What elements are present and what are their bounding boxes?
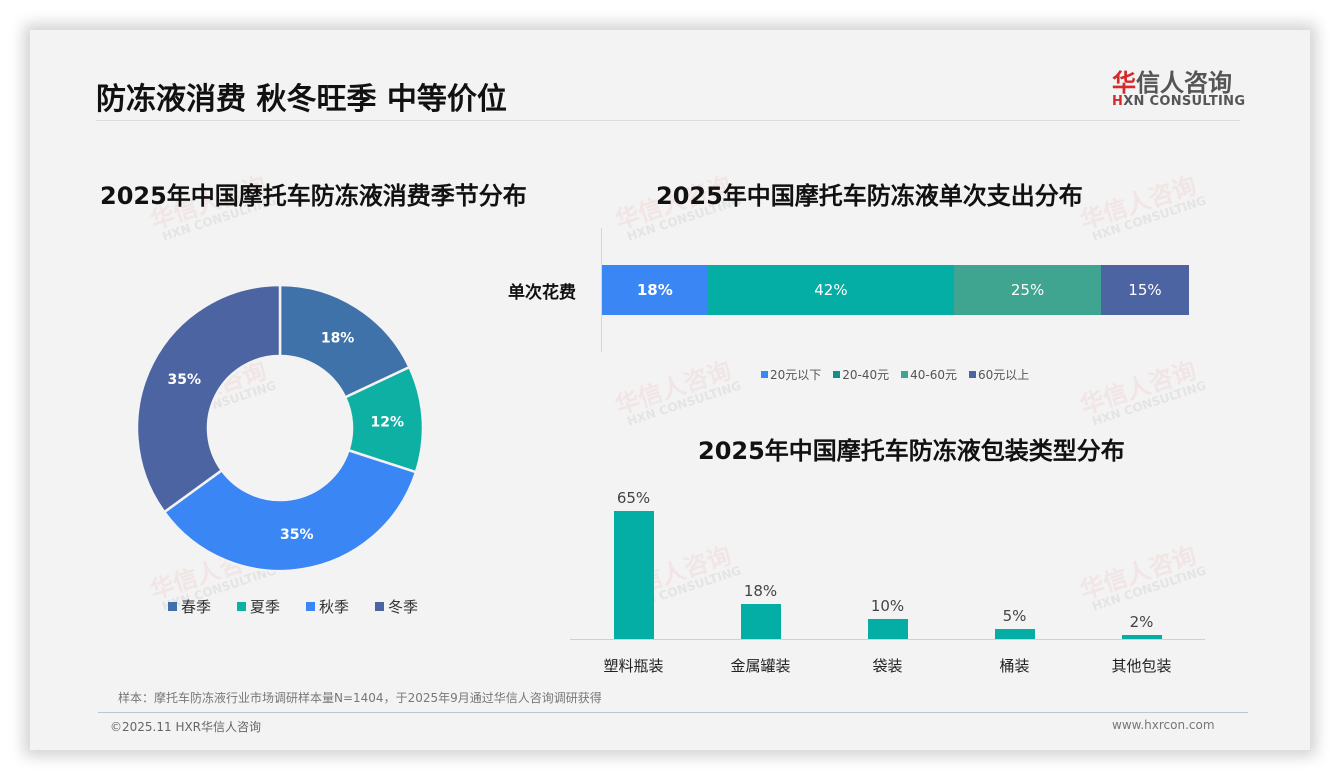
footer-divider	[98, 712, 1248, 713]
bar-column: 10%	[848, 597, 928, 639]
legend-item-over-60: 60元以上	[969, 366, 1029, 383]
legend-swatch	[306, 602, 316, 611]
legend-item-spring: 春季	[168, 596, 211, 617]
legend-item-autumn: 秋季	[306, 596, 349, 617]
slide: 华信人咨询 HXN CONSULTING 华信人咨询 HXN CONSULTING …	[30, 30, 1310, 750]
spend-category-label: 单次花费	[508, 283, 576, 303]
legend-item-20-40: 20-40元	[833, 366, 889, 383]
bar-value-label: 5%	[1002, 607, 1027, 626]
bar	[740, 603, 781, 639]
bar	[994, 629, 1035, 639]
bar	[867, 619, 908, 639]
bar-category-label: 金属罐装	[730, 657, 791, 675]
bar-column: 5%	[975, 607, 1055, 639]
bar-value-label: 18%	[743, 581, 778, 600]
legend-swatch	[901, 371, 909, 378]
legend-swatch	[833, 371, 841, 378]
legend-swatch	[168, 602, 177, 611]
bar-column: 18%	[721, 582, 801, 639]
season-chart-title: 2025年中国摩托车防冻液消费季节分布	[100, 182, 527, 210]
brand-logo: 华信人咨询	[1112, 69, 1232, 97]
y-axis-line	[601, 228, 602, 352]
bar	[613, 511, 654, 639]
donut-label: 18%	[321, 330, 355, 346]
legend-item-40-60: 40-60元	[901, 366, 957, 383]
x-axis-line	[570, 639, 1205, 640]
legend-item-summer: 夏季	[237, 596, 280, 617]
stack-segment-2: 25%	[954, 265, 1101, 315]
bar-value-label: 10%	[870, 597, 905, 616]
donut-label: 35%	[280, 527, 314, 543]
page-title: 防冻液消费 秋冬旺季 中等价位	[96, 82, 507, 117]
bar-value-label: 65%	[616, 489, 651, 507]
bar-category-label: 桶装	[999, 657, 1030, 675]
website-link[interactable]: www.hxrcon.com	[1112, 718, 1215, 732]
bar-category-label: 塑料瓶装	[603, 657, 664, 675]
legend-item-winter: 冬季	[375, 596, 418, 617]
packaging-bar-chart: 65% 18% 10% 5% 2%	[570, 480, 1205, 639]
stack-segment-3: 15%	[1100, 265, 1189, 315]
donut-label: 12%	[371, 414, 405, 430]
spend-chart-title: 2025年中国摩托车防冻液单次支出分布	[656, 182, 1083, 210]
packaging-chart-title: 2025年中国摩托车防冻液包装类型分布	[698, 437, 1125, 465]
legend-swatch	[375, 602, 385, 611]
bar-column: 65%	[594, 489, 674, 639]
spend-legend: 20元以下 20-40元 40-60元 60元以上	[761, 366, 1041, 383]
title-divider	[96, 120, 1240, 121]
sample-footnote: 样本：摩托车防冻液行业市场调研样本量N=1404，于2025年9月通过华信人咨询…	[118, 691, 602, 705]
season-legend: 春季 夏季 秋季 冬季	[168, 596, 444, 617]
bar	[1121, 635, 1162, 639]
legend-swatch	[761, 371, 768, 378]
season-donut-chart: 18% 12% 35% 35%	[135, 283, 425, 573]
packaging-categories: 塑料瓶装 金属罐装 袋装 桶装 其他包装	[570, 655, 1205, 679]
legend-swatch	[237, 602, 247, 611]
brand-logo-en: HXN CONSULTING	[1112, 94, 1246, 109]
copyright: ©2025.11 HXR华信人咨询	[110, 720, 262, 734]
legend-item-under-20: 20元以下	[761, 366, 821, 383]
bar-column: 2%	[1102, 613, 1182, 639]
donut-slice-0	[278, 283, 412, 400]
donut-label: 35%	[167, 372, 201, 388]
donut-slice-3	[135, 283, 282, 514]
bar-category-label: 袋装	[872, 657, 903, 675]
stack-segment-1: 42%	[707, 265, 955, 315]
donut-slice-2	[162, 448, 418, 573]
stack-segment-0: 18%	[602, 265, 708, 315]
bar-value-label: 2%	[1129, 613, 1154, 632]
legend-swatch	[969, 371, 977, 378]
spend-stacked-bar: 18% 42% 25% 15%	[602, 265, 1189, 315]
bar-category-label: 其他包装	[1111, 657, 1172, 675]
